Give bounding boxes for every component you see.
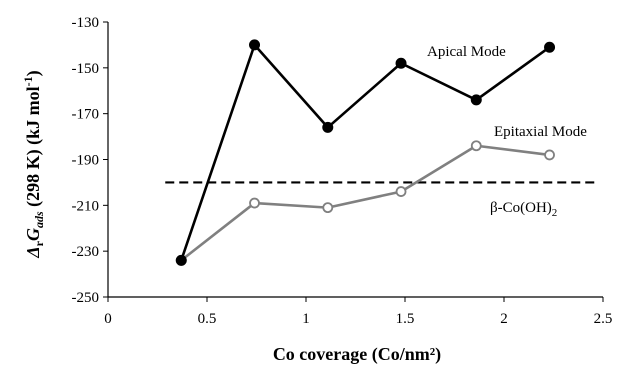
y-tick-labels: -130 -150 -170 -190 -210 -230 -250 xyxy=(72,15,108,306)
x-tick-label: 1 xyxy=(302,311,310,327)
apical-mode-label: Apical Mode xyxy=(427,44,506,60)
apical-mode-data-point xyxy=(470,94,482,106)
x-axis-title: Co coverage (Co/nm²) xyxy=(273,344,441,365)
epitaxial-mode-data-point xyxy=(249,197,260,209)
y-axis-title-close: ) xyxy=(23,70,44,76)
y-axis-title-g: G xyxy=(23,228,43,241)
apical-mode-data-point xyxy=(249,39,261,51)
y-axis-title-ads: ads xyxy=(32,211,46,228)
epitaxial-mode-label: Epitaxial Mode xyxy=(494,124,587,140)
apical-mode-data-point xyxy=(544,41,556,53)
y-axis-title-r: r xyxy=(32,240,46,246)
x-tick-label: 2.5 xyxy=(594,311,613,327)
y-tick-label: -230 xyxy=(72,244,100,260)
epitaxial-mode-data-point xyxy=(322,202,334,214)
apical-mode-data-point xyxy=(322,121,334,133)
y-axis-title-rest: (298 K) (kJ mol xyxy=(23,86,44,211)
x-tick-label: 2 xyxy=(500,311,508,327)
y-tick-label: -190 xyxy=(72,153,100,169)
epitaxial-mode-data-point xyxy=(544,149,555,161)
y-axis-title-sup: -1 xyxy=(21,76,35,86)
epitaxial-mode-data-point xyxy=(395,186,407,197)
epitaxial-mode-data-point xyxy=(470,140,482,152)
reference-line-label-main: β-Co(OH) xyxy=(490,200,552,216)
y-tick-label: -170 xyxy=(72,107,100,123)
epitaxial-mode-series-line xyxy=(180,144,550,262)
x-tick-label: 1.5 xyxy=(396,311,415,327)
apical-mode-data-point xyxy=(395,57,407,69)
apical-mode-series-line xyxy=(180,43,551,261)
y-axis-title: ΔrGads (298 K) (kJ mol-1) xyxy=(21,70,46,258)
y-tick-label: -250 xyxy=(72,290,100,306)
reference-line-label: β-Co(OH)2 xyxy=(490,200,557,219)
x-tick-label: 0 xyxy=(104,311,112,327)
y-tick-label: -150 xyxy=(72,61,100,77)
x-tick-label: 0.5 xyxy=(198,311,217,327)
y-tick-label: -210 xyxy=(72,198,100,214)
reference-line-label-sub: 2 xyxy=(552,207,558,219)
x-tick-labels: 0 0.5 1 1.5 2 2.5 xyxy=(104,297,612,327)
apical-mode-data-point xyxy=(175,254,187,266)
y-tick-label: -130 xyxy=(72,15,100,31)
y-axis-title-delta: Δ xyxy=(23,246,43,258)
series-layer xyxy=(175,39,556,266)
